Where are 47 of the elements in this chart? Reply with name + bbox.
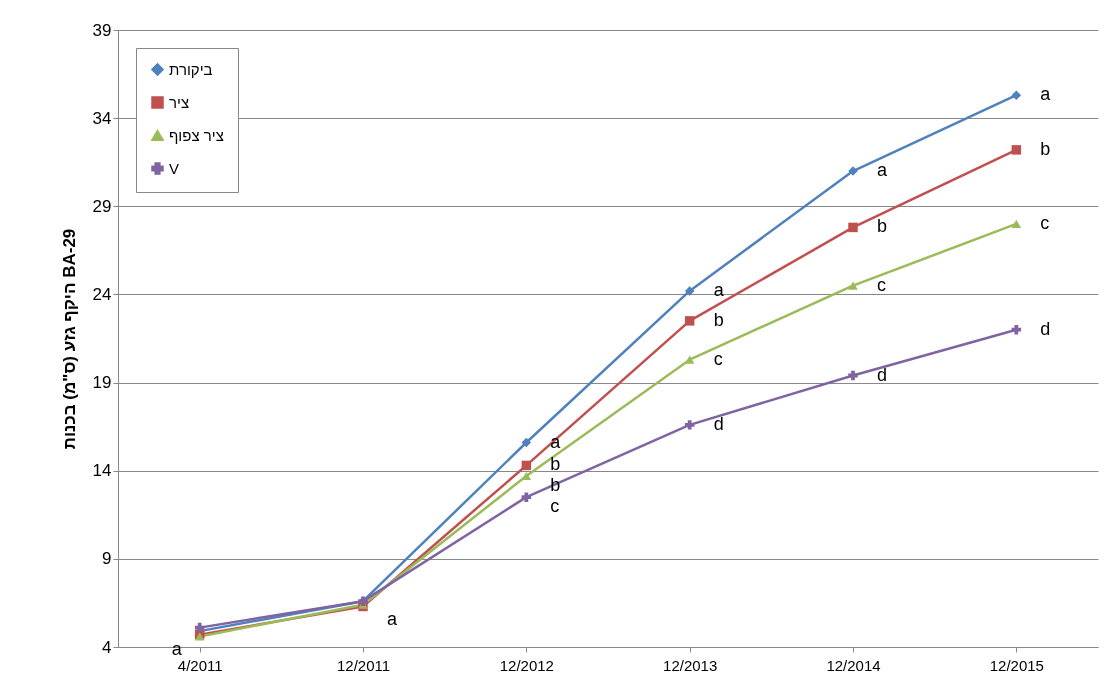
y-tick-label: 29 <box>92 196 112 216</box>
annotation: c <box>550 496 560 517</box>
annotation: d <box>1040 318 1051 339</box>
annotation: c <box>713 348 723 369</box>
annotation: a <box>1040 84 1052 105</box>
point <box>1011 145 1022 155</box>
annotation: d <box>713 413 724 434</box>
y-tick-label: 39 <box>92 20 112 40</box>
x-tick-label: 12/2012 <box>499 656 554 674</box>
point <box>848 370 858 381</box>
y-tick-label: 14 <box>92 461 112 481</box>
x-tick-label: 12/2013 <box>663 656 718 674</box>
annotation: b <box>1040 138 1051 159</box>
annotation: b <box>877 216 888 237</box>
annotation: a <box>877 160 888 181</box>
point <box>684 286 695 296</box>
point <box>848 222 858 233</box>
point <box>1011 90 1022 100</box>
annotation: c <box>877 274 886 295</box>
legend-label: ציר <box>169 93 190 111</box>
x-tick-label: 12/2014 <box>826 656 881 674</box>
point <box>848 281 858 290</box>
point <box>1011 324 1022 335</box>
y-tick-label: 9 <box>102 549 112 569</box>
legend-label: ביקורת <box>169 60 213 78</box>
point <box>194 622 205 633</box>
y-tick-label: 24 <box>92 284 112 304</box>
legend-label: ציר צפוף <box>169 126 224 144</box>
y-tick-label: 34 <box>92 108 112 128</box>
x-tick-label: 12/2011 <box>336 656 391 674</box>
point <box>521 437 532 448</box>
annotation: a <box>713 279 725 300</box>
y-axis-title: היקף גזע (ס"מ) בכנות BA-29 <box>59 228 79 450</box>
y-tick-label: 4 <box>102 637 112 657</box>
point <box>684 420 695 430</box>
annotation: b <box>713 309 724 330</box>
legend-label: V <box>169 159 180 177</box>
point <box>684 316 695 326</box>
point <box>1011 219 1022 229</box>
y-tick-label: 19 <box>92 373 112 393</box>
x-tick-label: 12/2015 <box>989 656 1044 674</box>
annotation: d <box>877 364 888 385</box>
annotation: a <box>387 609 398 630</box>
point <box>521 460 532 471</box>
annotation: c <box>1040 212 1050 233</box>
annotation: b <box>550 454 561 475</box>
point <box>521 492 532 502</box>
